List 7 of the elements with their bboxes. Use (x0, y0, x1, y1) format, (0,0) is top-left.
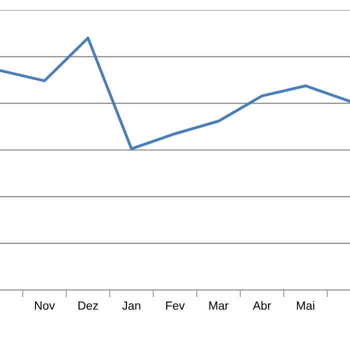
x-tick-label: Mar (209, 302, 228, 310)
x-tick-label: Nov (34, 302, 55, 310)
x-tick-label: Fev (166, 302, 185, 310)
x-tick-label: Jan (122, 302, 140, 310)
x-tick-label: Abr (252, 301, 271, 310)
x-tick-label: Mai (296, 301, 314, 310)
x-tick-label: Dez (78, 302, 98, 310)
